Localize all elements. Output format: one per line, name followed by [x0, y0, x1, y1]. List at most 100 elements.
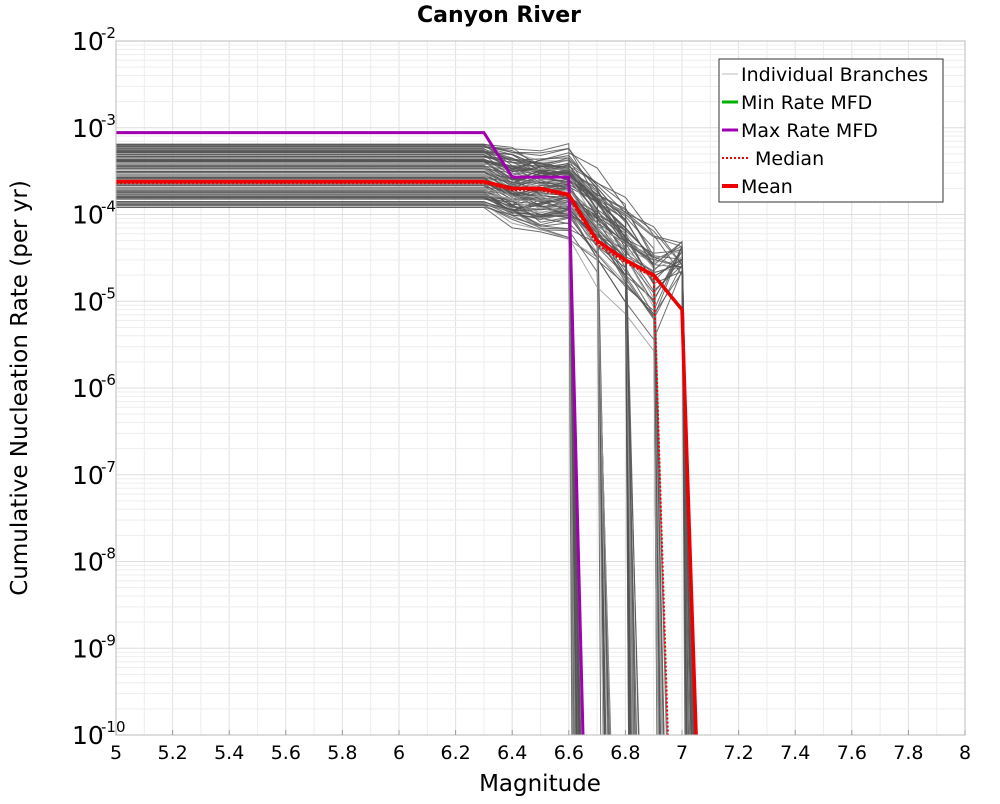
branch-line — [116, 143, 605, 736]
x-tick-label: 7.4 — [780, 742, 810, 764]
legend-label: Min Rate MFD — [741, 92, 872, 114]
y-tick-exponent: -6 — [101, 371, 116, 389]
branch-line — [116, 195, 635, 736]
branch-line — [116, 203, 611, 736]
y-tick-base: 10 — [72, 287, 104, 316]
branch-line — [116, 169, 604, 736]
branch-line — [116, 196, 573, 736]
branch-line — [116, 189, 576, 736]
branch-line — [116, 194, 578, 736]
branch-line — [116, 192, 609, 736]
branch-line — [116, 186, 631, 736]
chart-title: Canyon River — [417, 3, 581, 28]
x-tick-label: 7 — [676, 742, 688, 764]
x-tick-label: 6.4 — [497, 742, 527, 764]
x-axis-label: Magnitude — [479, 771, 601, 797]
branch-line — [116, 203, 574, 736]
x-tick-label: 5.6 — [271, 742, 301, 764]
legend-label: Max Rate MFD — [741, 120, 878, 142]
legend-label: Individual Branches — [741, 64, 928, 86]
y-tick-exponent: -5 — [101, 284, 116, 302]
branch-line — [116, 172, 610, 736]
branch-line — [116, 160, 609, 736]
branch-line — [116, 146, 579, 736]
branch-line — [116, 160, 630, 736]
legend-label: Median — [755, 148, 824, 170]
y-tick-base: 10 — [72, 721, 104, 750]
branch-line — [116, 178, 630, 736]
x-tick-label: 6.2 — [440, 742, 470, 764]
branch-line — [116, 177, 640, 736]
y-tick-exponent: -3 — [101, 111, 116, 129]
branch-line — [116, 206, 688, 736]
y-tick-label: 10-6 — [72, 371, 116, 403]
y-tick-base: 10 — [72, 114, 104, 143]
x-tick-labels: 5 5.2 5.4 5.6 5.8 6 6.2 6.4 6.6 6.8 7 7.2 7.4 7.6 7.8 8 — [110, 730, 971, 764]
branch-line — [116, 170, 692, 736]
plot-frame — [115, 40, 966, 736]
branch-lines — [116, 142, 695, 736]
branch-line — [116, 197, 605, 736]
y-tick-label: 10-8 — [72, 545, 116, 577]
y-tick-exponent: -2 — [101, 24, 116, 42]
y-tick-base: 10 — [72, 548, 104, 577]
y-tick-label: 10-10 — [72, 718, 126, 750]
branch-line — [116, 188, 577, 736]
x-tick-label: 6.6 — [554, 742, 584, 764]
branch-line — [116, 160, 576, 736]
median-line — [116, 182, 669, 736]
y-tick-label: 10-4 — [72, 198, 116, 230]
x-tick-label: 6 — [393, 742, 405, 764]
branch-line — [116, 171, 605, 736]
y-tick-label: 10-7 — [72, 458, 116, 490]
y-tick-label: 10-2 — [72, 24, 116, 56]
y-tick-base: 10 — [72, 374, 104, 403]
branch-line — [116, 171, 609, 736]
x-tick-label: 5.2 — [157, 742, 187, 764]
branch-line — [116, 203, 634, 736]
y-tick-label: 10-9 — [72, 631, 116, 663]
branch-line — [116, 204, 578, 736]
y-tick-exponent: -8 — [101, 545, 116, 563]
x-tick-label: 7.8 — [893, 742, 923, 764]
branch-line — [116, 195, 607, 736]
branch-line — [116, 195, 605, 736]
legend: Individual Branches Min Rate MFD Max Rate … — [718, 58, 944, 203]
y-tick-base: 10 — [72, 461, 104, 490]
branch-line — [116, 160, 694, 736]
branch-line — [116, 204, 582, 736]
branch-line — [116, 194, 574, 736]
branch-line — [116, 201, 630, 736]
y-tick-exponent: -4 — [101, 198, 116, 216]
branch-line — [116, 178, 576, 736]
branch-line — [116, 204, 612, 736]
y-tick-base: 10 — [72, 201, 104, 230]
max-rate-mfd-line — [116, 131, 585, 736]
x-tick-label: 8 — [959, 742, 971, 764]
y-tick-exponent: -10 — [101, 718, 126, 736]
legend-box — [718, 58, 944, 203]
branch-line — [116, 168, 633, 736]
legend-label: Mean — [741, 176, 793, 198]
branch-line — [116, 191, 575, 736]
x-tick-label: 7.2 — [723, 742, 753, 764]
branch-line — [116, 177, 580, 736]
branch-line — [116, 201, 608, 736]
branch-line — [116, 192, 632, 736]
branch-line — [116, 194, 633, 736]
y-tick-base: 10 — [72, 634, 104, 663]
x-tick-label: 5.8 — [327, 742, 357, 764]
branch-line — [116, 144, 636, 736]
y-tick-label: 10-3 — [72, 111, 116, 143]
x-tick-label: 7.6 — [837, 742, 867, 764]
branch-line — [116, 202, 607, 736]
x-tick-label: 5 — [110, 742, 122, 764]
y-tick-base: 10 — [72, 27, 104, 56]
branch-line — [116, 170, 580, 736]
branch-line — [116, 195, 629, 736]
branch-line — [116, 152, 577, 736]
branch-line — [116, 174, 574, 736]
branch-line — [116, 148, 577, 736]
